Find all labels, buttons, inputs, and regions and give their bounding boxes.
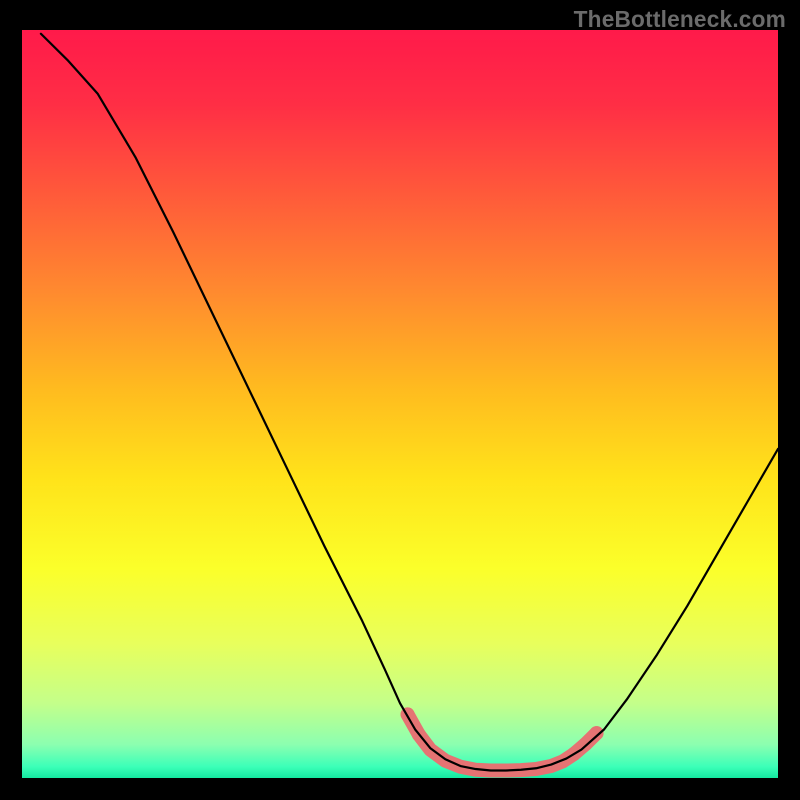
plot-area [22, 30, 778, 778]
chart-frame: TheBottleneck.com [0, 0, 800, 800]
highlight-band [408, 714, 597, 770]
watermark-text: TheBottleneck.com [574, 6, 786, 33]
bottleneck-curve [41, 34, 778, 771]
plot-overlay [22, 30, 778, 778]
